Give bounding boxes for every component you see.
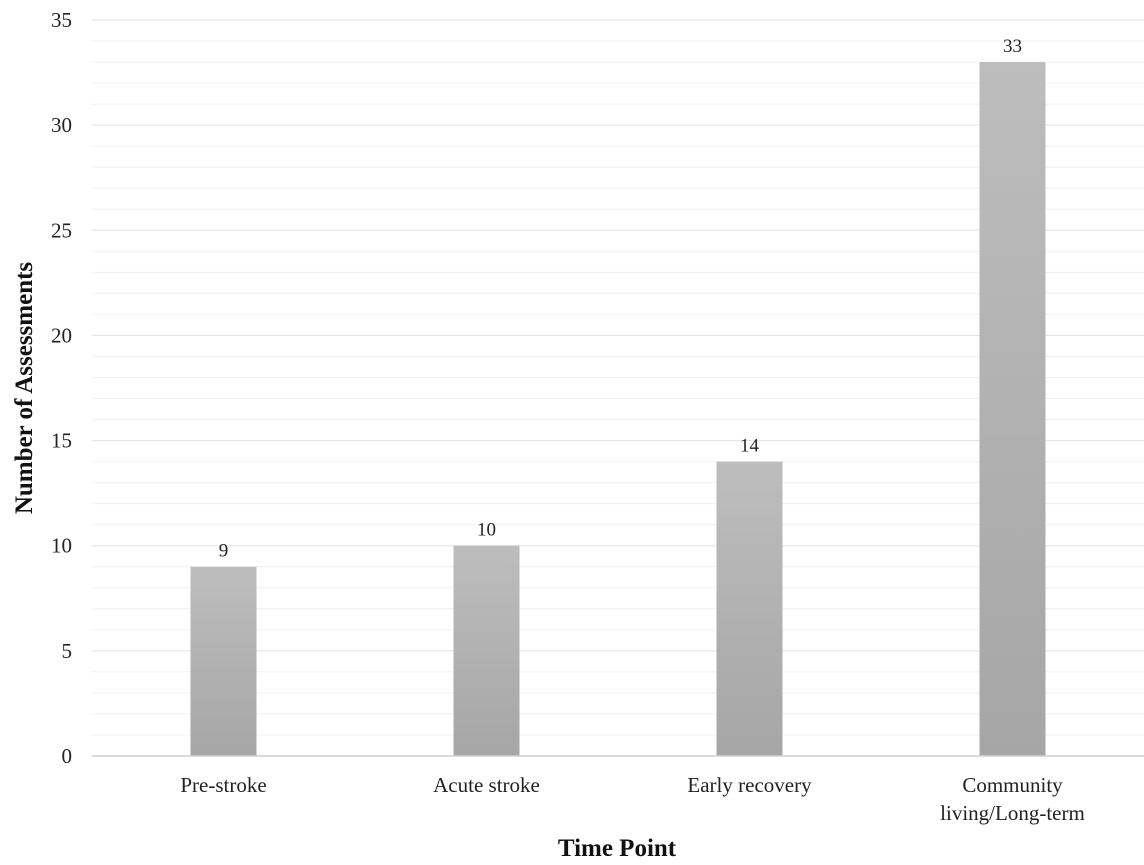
data-label: 10 bbox=[477, 520, 496, 541]
category-label: Acute stroke bbox=[433, 773, 540, 797]
category-label: Community living/Long-term bbox=[940, 773, 1085, 825]
category-label-line: living/Long-term bbox=[940, 801, 1085, 825]
data-label: 14 bbox=[740, 436, 760, 457]
category-label: Early recovery bbox=[687, 773, 812, 797]
category-label-line: Acute stroke bbox=[433, 773, 540, 797]
data-labels: 9 10 14 33 bbox=[219, 36, 1022, 562]
bar bbox=[453, 545, 520, 756]
y-tick-label: 20 bbox=[51, 323, 72, 347]
bar bbox=[190, 566, 257, 756]
y-tick-label: 5 bbox=[62, 639, 73, 663]
y-tick-labels: 0 5 10 15 20 25 30 35 bbox=[51, 8, 72, 768]
category-label-line: Pre-stroke bbox=[180, 773, 266, 797]
y-tick-label: 15 bbox=[51, 429, 72, 453]
bar bbox=[716, 461, 783, 756]
y-tick-label: 35 bbox=[51, 8, 72, 32]
y-axis-title: Number of Assessments bbox=[11, 262, 38, 515]
y-tick-label: 10 bbox=[51, 534, 72, 558]
y-tick-label: 25 bbox=[51, 218, 72, 242]
category-label: Pre-stroke bbox=[180, 773, 266, 797]
gridlines bbox=[92, 19, 1144, 736]
data-label: 33 bbox=[1003, 36, 1022, 57]
bar bbox=[979, 62, 1046, 757]
bars bbox=[190, 62, 1046, 757]
y-tick-label: 0 bbox=[62, 744, 73, 768]
data-label: 9 bbox=[219, 541, 229, 562]
category-labels: Pre-stroke Acute stroke Early recovery Comm… bbox=[180, 773, 1084, 825]
y-tick-label: 30 bbox=[51, 113, 72, 137]
x-axis-title: Time Point bbox=[558, 835, 677, 862]
category-label-line: Early recovery bbox=[687, 773, 812, 797]
category-label-line: Community bbox=[962, 773, 1063, 797]
